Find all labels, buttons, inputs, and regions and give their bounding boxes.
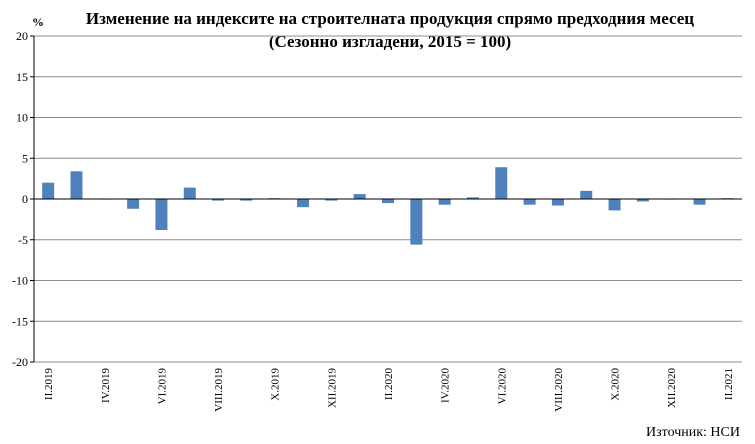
bar (155, 199, 168, 230)
bar (297, 199, 310, 208)
y-tick-label: -5 (18, 233, 28, 247)
bar (353, 194, 366, 199)
y-tick-label: -15 (12, 314, 28, 328)
bar (580, 190, 593, 199)
bar (325, 199, 338, 201)
bar (240, 199, 253, 201)
bar (212, 199, 225, 201)
x-tick-label: VIII.2020 (553, 368, 565, 412)
bar (495, 167, 508, 199)
y-tick-label: -10 (12, 274, 28, 288)
x-tick-label: VI.2020 (496, 368, 508, 405)
bar (693, 199, 706, 205)
x-tick-label: X.2019 (270, 368, 282, 401)
x-tick-label: X.2020 (610, 368, 622, 401)
y-tick-label: 10 (16, 111, 28, 125)
bar (438, 199, 451, 205)
bar (183, 187, 196, 199)
y-tick-label: 15 (16, 70, 28, 84)
bar (466, 197, 479, 199)
bar (551, 199, 564, 206)
bar (608, 199, 621, 211)
source-note: Източник: НСИ (646, 425, 740, 440)
y-tick-label: 0 (22, 192, 28, 206)
y-tick-label: 20 (16, 29, 28, 43)
bar (410, 199, 423, 245)
y-tick-label: -20 (12, 355, 28, 369)
x-tick-label: II.2019 (43, 368, 55, 401)
x-tick-label: VI.2019 (156, 368, 168, 405)
chart-subtitle: (Сезонно изгладени, 2015 = 100) (269, 32, 511, 51)
x-tick-label: IV.2019 (100, 368, 112, 403)
bar (127, 199, 140, 209)
bar (382, 199, 394, 204)
chart-title: Изменение на индексите на строителната п… (86, 9, 694, 28)
x-axis-ticks: II.2019 IV.2019 VI.2019 VIII.2019 X.2019 XII.… (43, 368, 735, 412)
bar (42, 182, 55, 199)
y-axis-label: % (32, 15, 44, 29)
x-tick-label: XII.2019 (326, 368, 338, 409)
y-axis-ticks: 20 15 10 5 0 -5 -10 -15 -20 (12, 29, 34, 369)
x-tick-label: II.2020 (383, 368, 395, 401)
x-tick-label: IV.2020 (440, 368, 452, 403)
bar (523, 199, 536, 205)
bar (636, 199, 649, 202)
x-tick-label: VIII.2019 (213, 368, 225, 412)
y-tick-label: 5 (22, 151, 28, 165)
bar (70, 171, 83, 199)
bars (42, 167, 734, 245)
x-tick-label: II.2021 (723, 368, 735, 400)
x-tick-label: XII.2020 (666, 368, 678, 409)
